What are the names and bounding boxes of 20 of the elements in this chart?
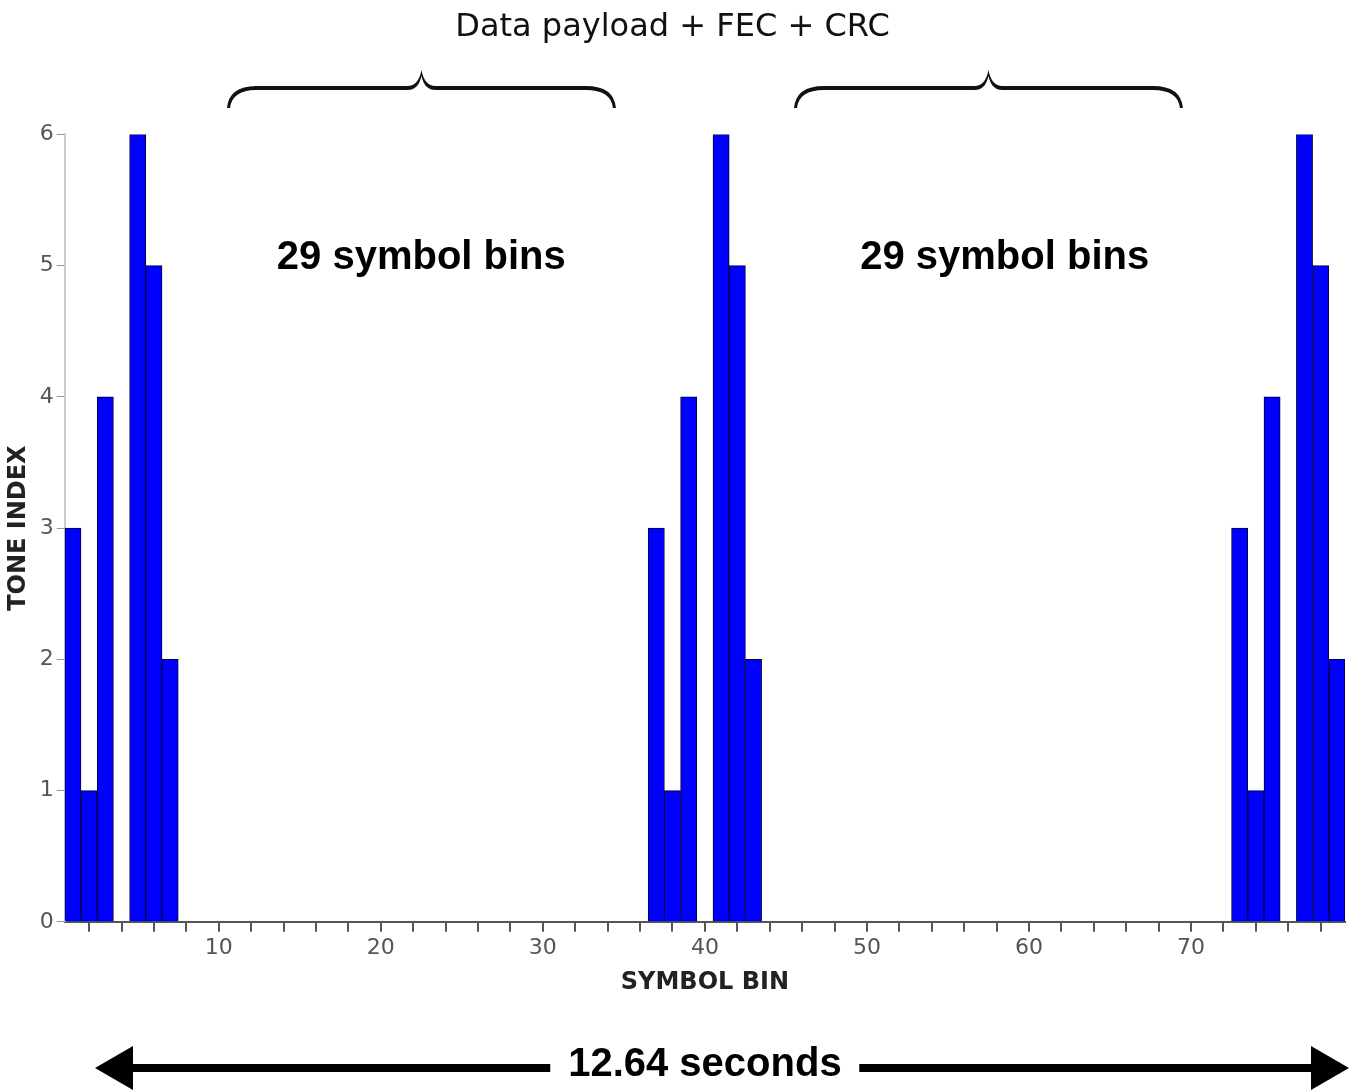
y-tick-label: 5 bbox=[39, 251, 54, 277]
x-tick-label: 30 bbox=[528, 933, 557, 959]
x-tick-label: 20 bbox=[366, 933, 395, 959]
y-axis-title: TONE INDEX bbox=[2, 444, 31, 611]
x-tick-label: 40 bbox=[690, 933, 719, 959]
annotation: 29 symbol bins bbox=[860, 232, 1150, 278]
x-tick-label: 50 bbox=[852, 933, 881, 959]
x-tick-label: 10 bbox=[204, 933, 233, 959]
y-tick-label: 3 bbox=[39, 513, 54, 539]
y-tick-label: 6 bbox=[39, 120, 54, 146]
x-tick-label: 70 bbox=[1177, 933, 1206, 959]
y-tick-label: 2 bbox=[39, 645, 54, 671]
annotation: 29 symbol bins bbox=[276, 232, 566, 278]
x-tick-label: 60 bbox=[1015, 933, 1043, 959]
chart-title: Data payload + FEC + CRC bbox=[455, 5, 890, 44]
x-axis-title: SYMBOL BIN bbox=[620, 966, 789, 995]
y-tick-label: 0 bbox=[39, 907, 54, 933]
y-tick-label: 1 bbox=[39, 776, 54, 802]
text: 12.64 seconds bbox=[550, 1040, 860, 1085]
y-tick-label: 4 bbox=[39, 382, 54, 408]
